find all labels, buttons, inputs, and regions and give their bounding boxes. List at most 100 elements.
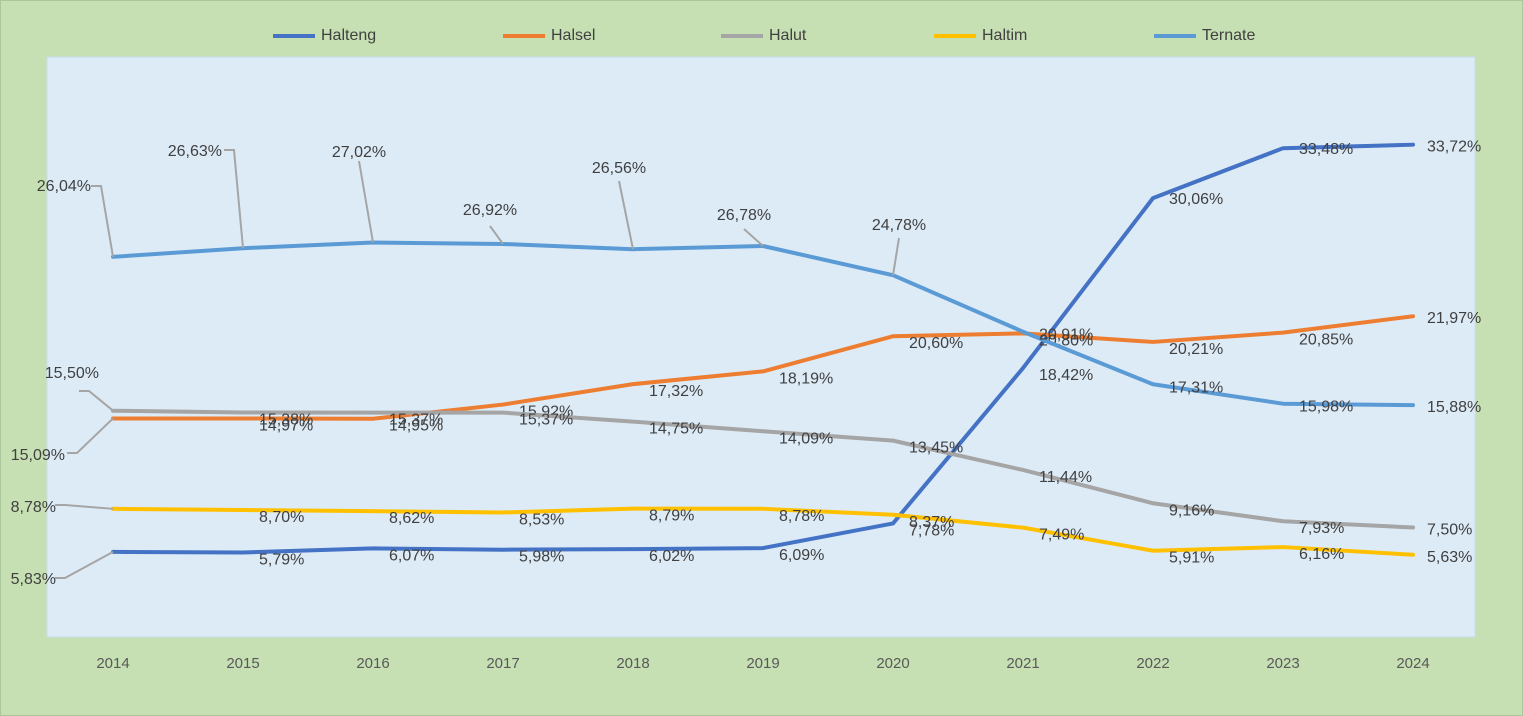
data-label: 7,49% [1039,527,1084,544]
leader-line [55,504,114,510]
data-point [1411,143,1415,147]
data-point [1281,146,1285,150]
data-point [501,411,505,415]
data-label: 14,75% [649,421,703,438]
data-point [1411,314,1415,318]
data-point [891,439,895,443]
data-point [761,546,765,550]
data-point [371,411,375,415]
data-label: 8,62% [389,510,434,527]
data-label: 15,37% [389,412,443,429]
data-label: 7,50% [1427,522,1472,539]
leader-line [91,185,114,257]
data-point [1021,468,1025,472]
x-tick-label: 2017 [486,655,519,672]
x-tick-label: 2024 [1396,655,1429,672]
data-label: 15,88% [1427,399,1481,416]
legend-swatch [1154,34,1196,38]
legend: Halteng Halsel Halut Haltim Ternate [1,23,1522,49]
data-label: 21,97% [1427,310,1481,327]
data-point [1411,553,1415,557]
legend-label: Halsel [551,27,596,44]
data-label: 18,19% [779,370,833,387]
data-label: 27,02% [332,144,386,161]
data-point [241,550,245,554]
data-point [1281,402,1285,406]
data-label: 20,91% [1039,327,1093,344]
data-point [761,369,765,373]
legend-label: Halteng [321,27,377,44]
data-label: 33,48% [1299,141,1353,158]
data-point [1151,549,1155,553]
data-label: 30,06% [1169,191,1223,208]
data-point [1411,526,1415,530]
data-point [501,403,505,407]
legend-item: Halut [721,23,806,49]
leader-line [618,180,634,250]
x-tick-label: 2023 [1266,655,1299,672]
data-label: 8,78% [779,508,824,525]
legend-item: Halteng [273,23,376,49]
data-label: 8,70% [259,509,304,526]
data-point [891,521,895,525]
x-tick-label: 2020 [876,655,909,672]
legend-item: Halsel [503,23,595,49]
data-label: 26,92% [463,202,517,219]
data-point [501,548,505,552]
legend-label: Halut [769,27,807,44]
data-point [1281,519,1285,523]
data-label: 5,91% [1169,550,1214,567]
data-label: 7,93% [1299,520,1344,537]
data-point [1151,501,1155,505]
legend-swatch [934,34,976,38]
leader-line [358,160,374,243]
series-line [111,506,1415,557]
data-label: 9,16% [1169,502,1214,519]
data-point [501,510,505,514]
data-point [1411,403,1415,407]
data-point [371,509,375,513]
data-label: 26,56% [592,160,646,177]
data-label: 5,98% [519,549,564,566]
data-label: 17,31% [1169,379,1223,396]
data-point [1021,330,1025,334]
data-label: 8,78% [11,499,56,516]
data-label: 13,45% [909,440,963,457]
data-label: 26,63% [168,143,222,160]
data-point [1281,331,1285,335]
data-point [241,410,245,414]
data-label: 15,09% [11,447,65,464]
data-point [1021,526,1025,530]
data-point [1151,382,1155,386]
legend-label: Haltim [982,27,1028,44]
data-label: 14,97% [259,417,313,434]
data-label: 20,21% [1169,341,1223,358]
data-label: 17,32% [649,383,703,400]
data-label: 8,37% [909,514,954,531]
leader-line [55,551,114,579]
data-label: 5,79% [259,551,304,568]
plot-area [46,56,1476,638]
data-point [1281,545,1285,549]
data-point [761,507,765,511]
legend-item: Haltim [934,23,1027,49]
data-point [891,334,895,338]
data-label: 14,09% [779,430,833,447]
data-label: 33,72% [1427,139,1481,156]
leader-line [892,237,900,276]
x-tick-label: 2022 [1136,655,1169,672]
x-tick-label: 2016 [356,655,389,672]
data-label: 6,09% [779,547,824,564]
data-label: 8,53% [519,511,564,528]
leader-line [489,225,504,245]
data-point [761,429,765,433]
data-label: 15,37% [519,412,573,429]
data-point [241,508,245,512]
series-line [111,408,1415,530]
legend-item: Ternate [1154,23,1255,49]
data-label: 6,16% [1299,546,1344,563]
data-label: 18,42% [1039,367,1093,384]
data-label: 24,78% [872,217,926,234]
